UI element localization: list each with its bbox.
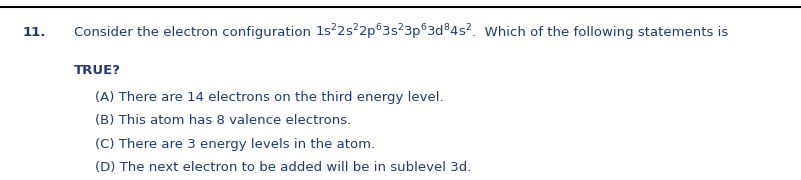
Text: .  Which of the following statements is: . Which of the following statements is xyxy=(472,26,728,39)
Text: Consider the electron configuration: Consider the electron configuration xyxy=(74,26,315,39)
Text: (B) This atom has 8 valence electrons.: (B) This atom has 8 valence electrons. xyxy=(95,114,351,127)
Text: 11.: 11. xyxy=(22,26,46,39)
Text: TRUE?: TRUE? xyxy=(74,64,121,77)
Text: (C) There are 3 energy levels in the atom.: (C) There are 3 energy levels in the ato… xyxy=(95,138,375,151)
Text: $\mathregular{1s^{2}2s^{2}2p^{6}3s^{2}3p^{6}3d^{8}4s^{2}}$: $\mathregular{1s^{2}2s^{2}2p^{6}3s^{2}3p… xyxy=(315,22,472,42)
Text: (A) There are 14 electrons on the third energy level.: (A) There are 14 electrons on the third … xyxy=(95,91,443,104)
Text: (D) The next electron to be added will be in sublevel 3d.: (D) The next electron to be added will b… xyxy=(95,161,471,174)
